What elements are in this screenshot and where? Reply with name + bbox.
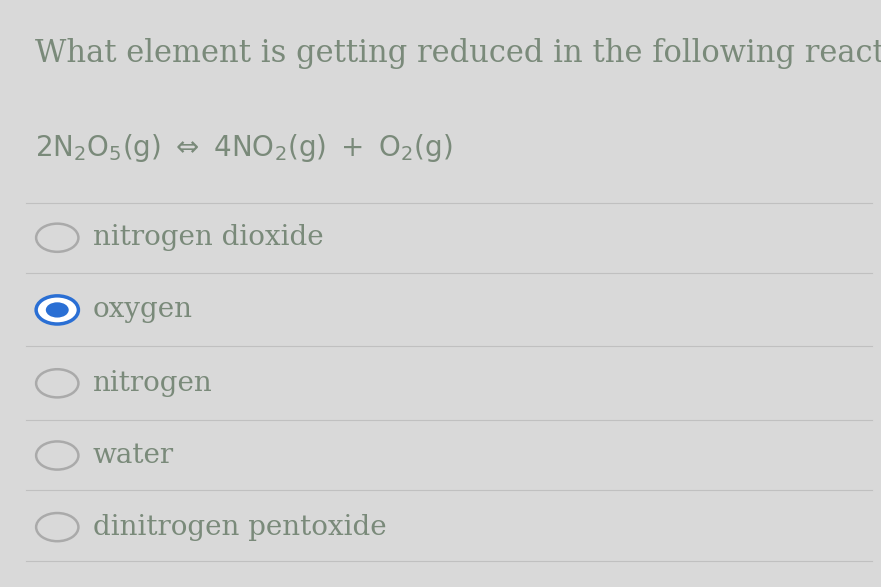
Text: What element is getting reduced in the following reaction?: What element is getting reduced in the f… [35,38,881,69]
Text: dinitrogen pentoxide: dinitrogen pentoxide [93,514,386,541]
Text: nitrogen dioxide: nitrogen dioxide [93,224,323,251]
Circle shape [36,224,78,252]
Circle shape [36,513,78,541]
Circle shape [36,296,78,324]
Text: $\mathsf{2N_2O_5(g)\ \Leftrightarrow\ 4NO_2(g)\ +\ O_2(g)}$: $\mathsf{2N_2O_5(g)\ \Leftrightarrow\ 4N… [35,132,453,164]
Circle shape [36,369,78,397]
Circle shape [36,441,78,470]
Text: water: water [93,442,174,469]
Text: oxygen: oxygen [93,296,193,323]
Text: nitrogen: nitrogen [93,370,212,397]
Circle shape [46,302,69,318]
